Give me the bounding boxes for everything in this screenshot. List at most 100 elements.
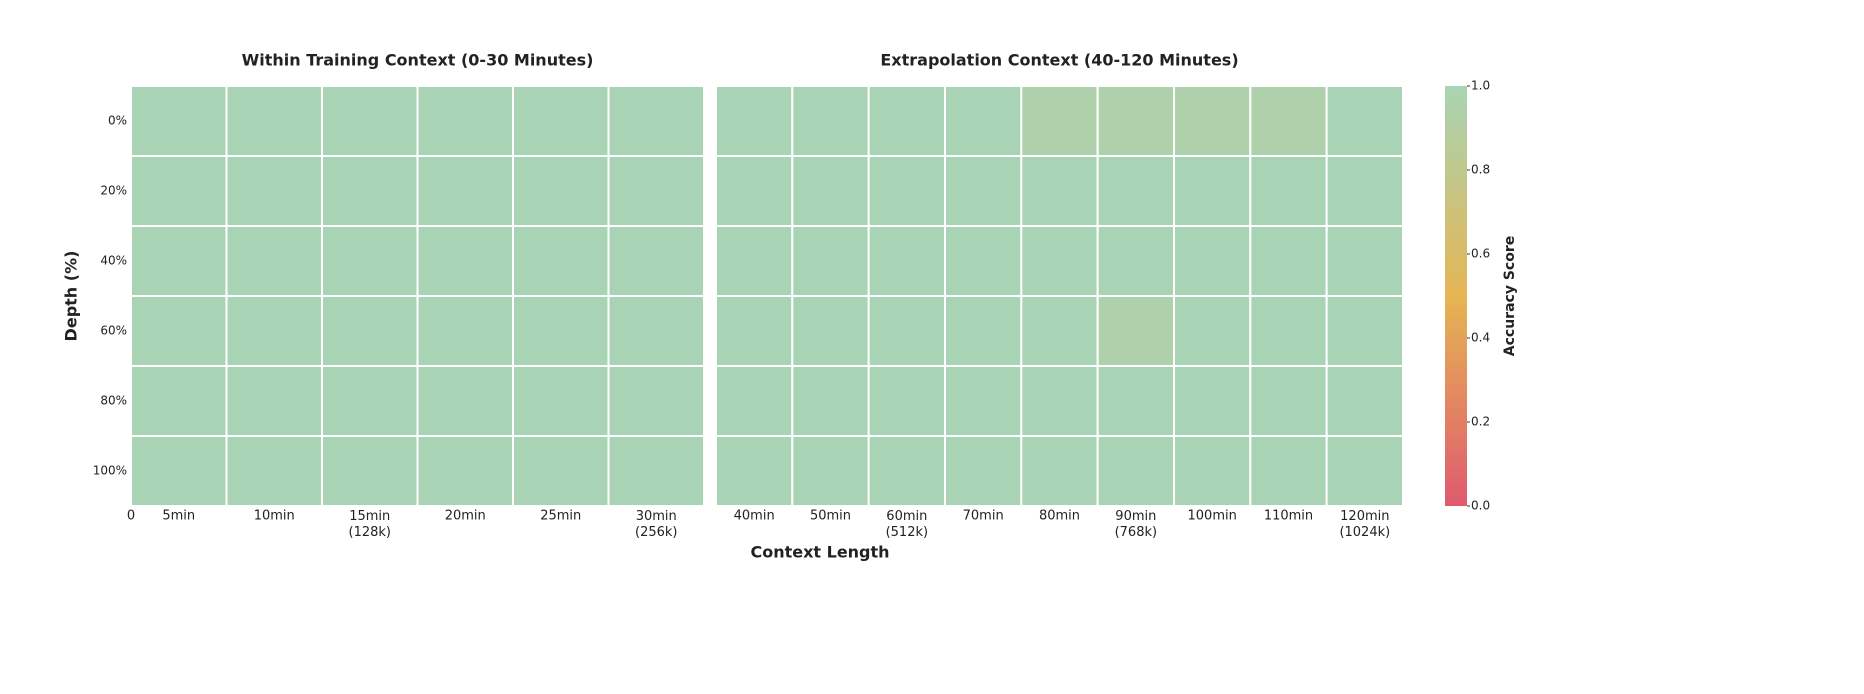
heatmap-cell	[944, 225, 1023, 297]
heatmap-cell	[715, 225, 794, 297]
x-tick-label: 50min	[810, 509, 851, 524]
heatmap-cell	[1249, 155, 1328, 227]
heatmap-cell	[791, 435, 870, 507]
heatmap-cell	[1325, 295, 1404, 367]
heatmap-cell	[512, 155, 610, 227]
colorbar-tick-label: 0.6	[1471, 247, 1490, 261]
x-tick-label: 90min (768k)	[1115, 509, 1158, 540]
heatmap-cell	[130, 155, 228, 227]
colorbar-tick-label: 0.4	[1471, 331, 1490, 345]
x-tick-label: 120min (1024k)	[1339, 509, 1390, 540]
heatmap-cell	[1325, 225, 1404, 297]
heatmap-cell	[321, 225, 419, 297]
heatmap-cell	[791, 295, 870, 367]
heatmap-cell	[944, 435, 1023, 507]
colorbar-label: Accuracy Score	[1502, 236, 1518, 356]
heatmap-cell	[225, 85, 323, 157]
heatmap-cell	[791, 85, 870, 157]
heatmap-cell	[416, 85, 514, 157]
heatmap-cell	[791, 365, 870, 437]
heatmap-cell	[715, 365, 794, 437]
y-tick-label: 80%	[100, 394, 127, 408]
heatmap-cell	[225, 295, 323, 367]
heatmap-cell	[130, 295, 228, 367]
x-axis-label: Context Length	[750, 543, 889, 562]
heatmap-cell	[1096, 225, 1175, 297]
x-tick-label: 110min	[1264, 509, 1313, 524]
y-axis-label: Depth (%)	[62, 251, 81, 342]
x-tick-label: 80min	[1039, 509, 1080, 524]
heatmap-cell	[1096, 85, 1175, 157]
heatmap-cell	[416, 155, 514, 227]
heatmap-cell	[867, 435, 947, 507]
heatmap-cell	[512, 85, 610, 157]
heatmap-cell	[867, 295, 947, 367]
heatmap-cell	[321, 365, 419, 437]
heatmap-cell	[512, 295, 610, 367]
heatmap-cell	[944, 365, 1023, 437]
colorbar-tick-label: 0.8	[1471, 163, 1490, 177]
heatmap-cell	[867, 225, 947, 297]
y-tick-label: 100%	[93, 464, 127, 478]
heatmap-cell	[791, 155, 870, 227]
heatmap-cell	[1325, 435, 1404, 507]
heatmap-cell	[1173, 85, 1252, 157]
heatmap-cell	[944, 155, 1023, 227]
heatmap-cell	[225, 365, 323, 437]
heatmap-cell	[1020, 225, 1099, 297]
heatmap-cell	[607, 225, 705, 297]
heatmap-cell	[867, 85, 947, 157]
heatmap-cell	[867, 365, 947, 437]
heatmap-cell	[512, 365, 610, 437]
heatmap-cell	[944, 85, 1023, 157]
heatmap-cell	[1096, 365, 1175, 437]
heatmap-cell	[1249, 365, 1328, 437]
heatmap-cell	[1020, 435, 1099, 507]
heatmap-cell	[1020, 155, 1099, 227]
heatmap-cell	[225, 435, 323, 507]
heatmap-cell	[1020, 365, 1099, 437]
heatmap-cell	[1249, 85, 1328, 157]
heatmap-cell	[1020, 85, 1099, 157]
heatmap-cell	[321, 295, 419, 367]
x-origin-label: 0	[127, 509, 135, 524]
panel-title: Extrapolation Context (40-120 Minutes)	[880, 51, 1238, 70]
heatmap-cell	[1173, 225, 1252, 297]
heatmap-cell	[607, 85, 705, 157]
x-tick-label: 100min	[1188, 509, 1237, 524]
y-tick-label: 40%	[100, 254, 127, 268]
y-tick-label: 20%	[100, 184, 127, 198]
heatmap-cell	[1173, 295, 1252, 367]
heatmap-cell	[321, 155, 419, 227]
heatmap-cell	[1249, 225, 1328, 297]
heatmap-cell	[512, 435, 610, 507]
colorbar	[1445, 86, 1467, 506]
heatmap-cell	[715, 435, 794, 507]
colorbar-tick-label: 1.0	[1471, 79, 1490, 93]
heatmap-cell	[416, 225, 514, 297]
x-tick-label: 30min (256k)	[635, 509, 678, 540]
heatmap-cell	[416, 365, 514, 437]
heatmap-cell	[1020, 295, 1099, 367]
heatmap-cell	[1173, 435, 1252, 507]
y-tick-label: 60%	[100, 324, 127, 338]
heatmap-cell	[607, 435, 705, 507]
heatmap-cell	[607, 365, 705, 437]
heatmap-cell	[1173, 365, 1252, 437]
panel-title: Within Training Context (0-30 Minutes)	[242, 51, 594, 70]
colorbar-tick-label: 0.2	[1471, 415, 1490, 429]
x-tick-label: 20min	[445, 509, 486, 524]
heatmap-cell	[1173, 155, 1252, 227]
heatmap-cell	[1325, 85, 1404, 157]
heatmap-cell	[1096, 155, 1175, 227]
heatmap-cell	[715, 295, 794, 367]
heatmap-cell	[791, 225, 870, 297]
heatmap-cell	[416, 295, 514, 367]
heatmap-cell	[130, 365, 228, 437]
heatmap-cell	[1325, 155, 1404, 227]
x-tick-label: 25min	[540, 509, 581, 524]
heatmap-cell	[130, 435, 228, 507]
heatmap-cell	[225, 225, 323, 297]
colorbar-tick-label: 0.0	[1471, 499, 1490, 513]
